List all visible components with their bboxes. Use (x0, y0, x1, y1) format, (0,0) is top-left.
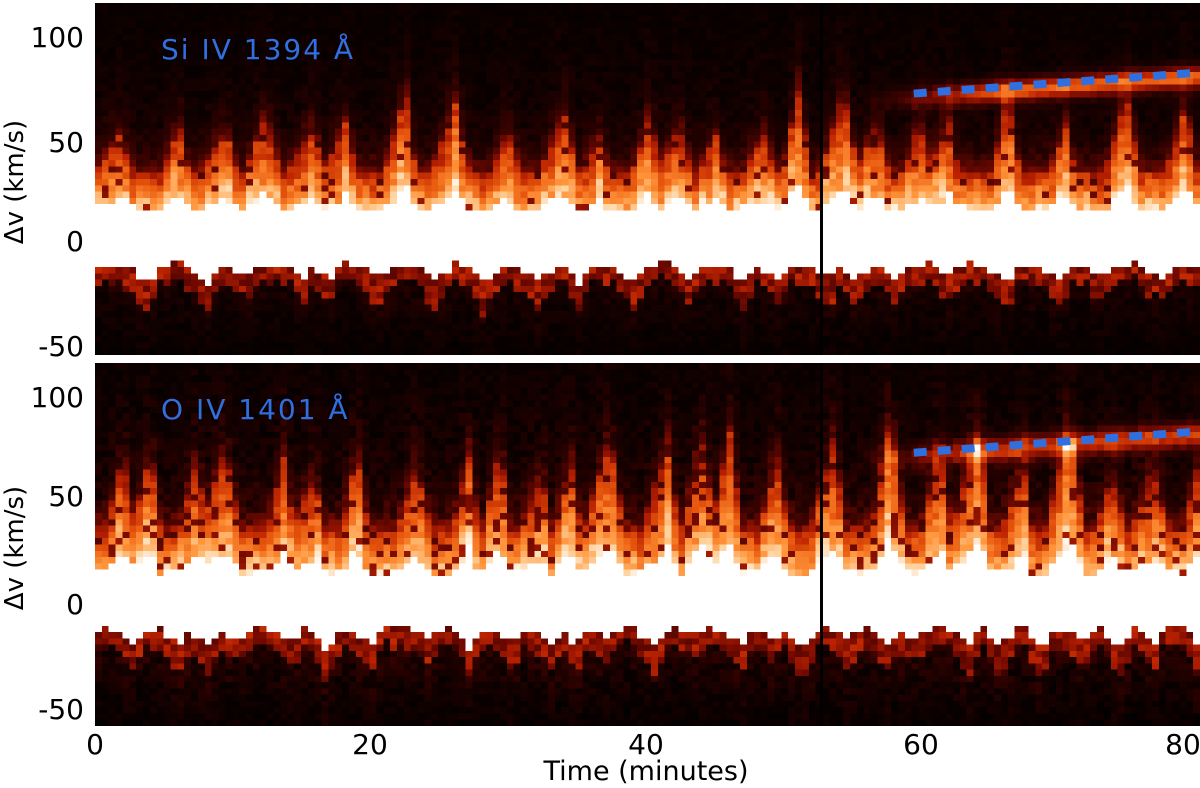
event-marker-line (820, 3, 824, 355)
si-iv-spectrogram-canvas (95, 3, 1200, 355)
y-tick-label: -50 (38, 330, 84, 363)
y-tick-label: 0 (66, 588, 84, 621)
x-tick-label: 80 (1165, 728, 1200, 761)
x-tick-label: 0 (86, 728, 104, 761)
y-tick-label: 100 (30, 21, 84, 54)
x-axis-label: Time (minutes) (543, 756, 749, 787)
panel-title-si-iv: Si IV 1394 Å (161, 33, 356, 66)
spectrogram-panel-o-iv: O IV 1401 Å (95, 363, 1200, 726)
spectrogram-panel-si-iv: Si IV 1394 Å (95, 3, 1200, 355)
x-tick-label: 60 (903, 728, 939, 761)
y-tick-label: -50 (38, 693, 84, 726)
x-tick-label: 20 (352, 728, 388, 761)
event-marker-line (820, 363, 824, 726)
panel-title-o-iv: O IV 1401 Å (161, 393, 350, 426)
o-iv-spectrogram-canvas (95, 363, 1200, 726)
y-tick-label: 50 (48, 480, 84, 513)
y-tick-label: 0 (66, 225, 84, 258)
y-tick-label: 100 (30, 381, 84, 414)
x-tick-label: 40 (628, 728, 664, 761)
y-tick-label: 50 (48, 126, 84, 159)
